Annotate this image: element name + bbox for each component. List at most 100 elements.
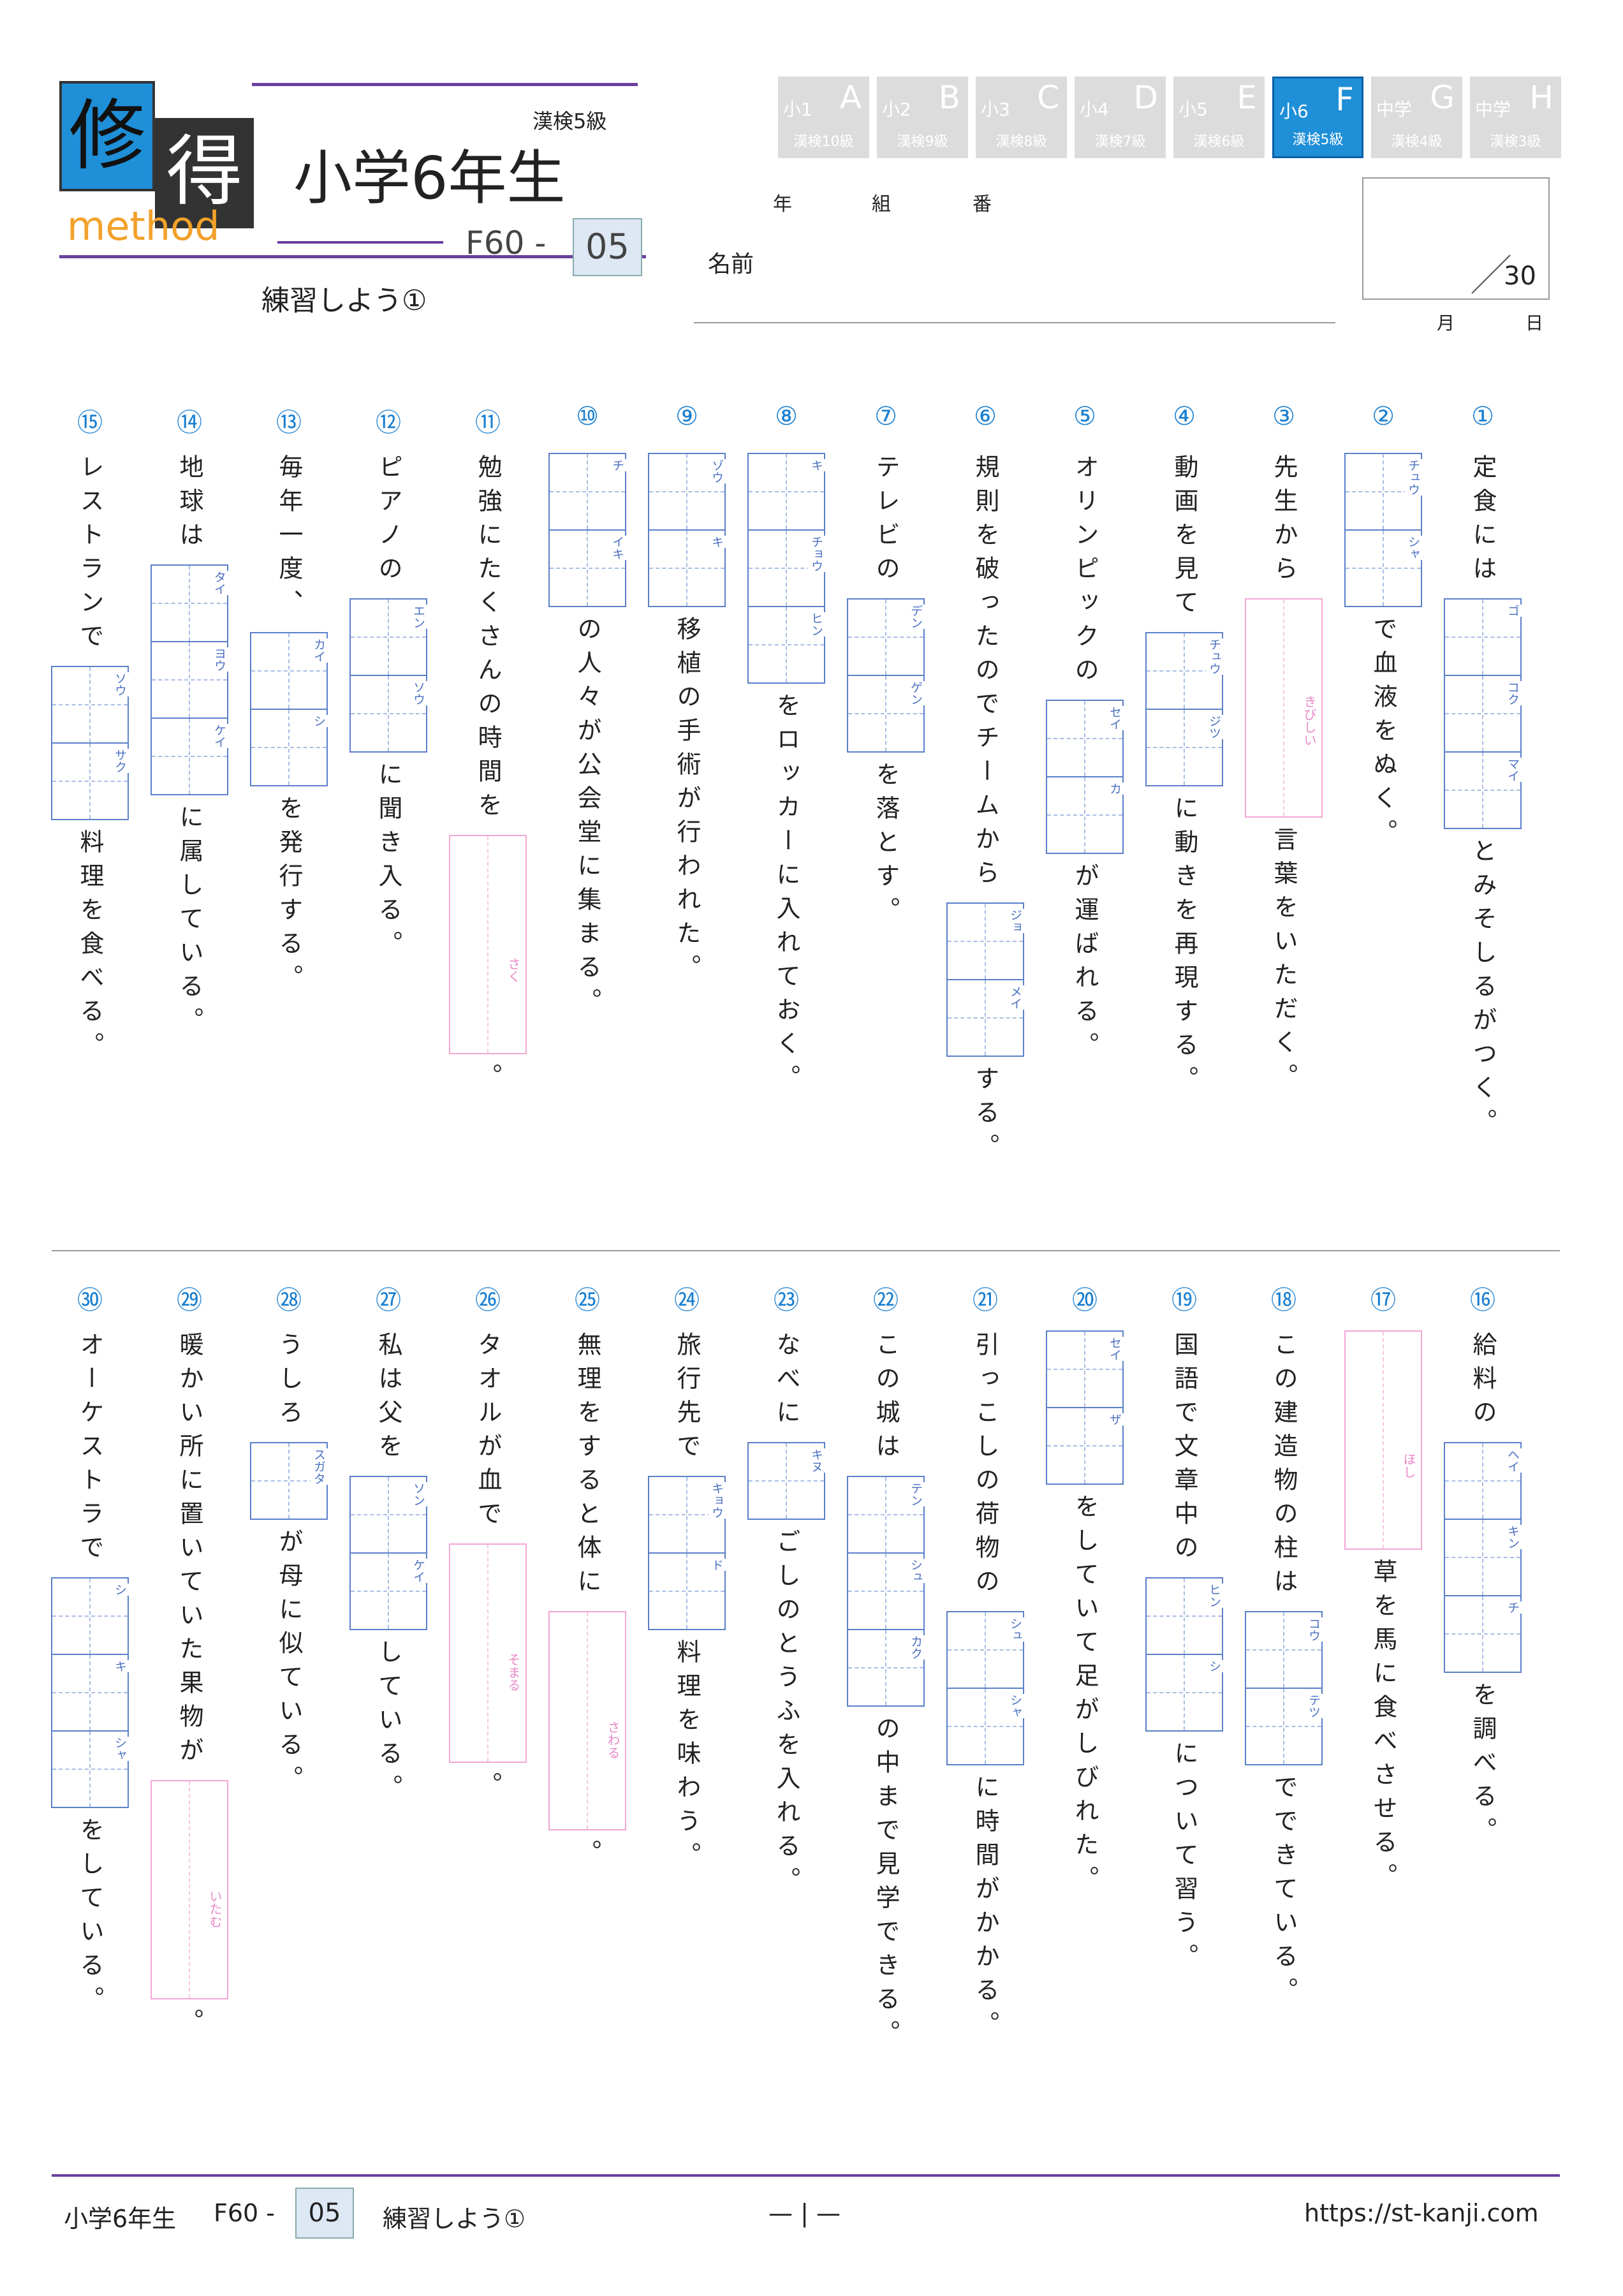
- answer-box: エン ソウ: [349, 598, 427, 753]
- reading: チ: [1504, 1601, 1522, 1614]
- question-number: ㉚: [77, 1286, 103, 1315]
- question-text: 動画を見て: [1170, 454, 1198, 623]
- hint: いたむ: [206, 1890, 224, 1928]
- reading: キ: [112, 1660, 129, 1672]
- answer-cell: カク: [848, 1629, 925, 1705]
- answer-box: ソンケイ: [349, 1476, 427, 1630]
- answer-cell: キ: [52, 1654, 129, 1730]
- hint: さく: [504, 957, 523, 983]
- reading: ゲン: [907, 681, 925, 705]
- reading: イキ: [609, 536, 626, 560]
- score-slash: [1471, 254, 1511, 294]
- answer-cell: シャ: [52, 1730, 129, 1807]
- question-number: ㉕: [575, 1286, 600, 1315]
- question: ⑮ レストランで ソウ サク 料理を食べる。: [40, 402, 140, 1071]
- kanken: 漢検5級: [532, 109, 607, 133]
- answer-cell: カイ: [251, 633, 328, 709]
- answer-cell: ジョ: [948, 904, 1024, 979]
- tab-letter: G: [1430, 79, 1455, 116]
- question: ⑦ テレビの デン ゲン を落とす。: [836, 402, 936, 936]
- question: ① 定食にはゴコク マイ とみそしるがつく。: [1433, 402, 1532, 1147]
- answer-cell: キョウ: [649, 1477, 726, 1552]
- answer-cell: ヘイ: [1445, 1443, 1522, 1519]
- question-number: ㉒: [873, 1286, 899, 1315]
- question: ⑭ 地球は タイ ヨウ ケイ に属している。: [140, 402, 239, 1046]
- answer-cell: コク: [1445, 675, 1522, 751]
- question-text: 料理を食べる。: [76, 829, 104, 1066]
- reading: ジツ: [1206, 715, 1223, 739]
- answer-cell: ソウ: [52, 667, 129, 742]
- question: ④ 動画を見て チュウ ジツ に動きを再現する。: [1135, 402, 1234, 1105]
- question-text: タオルが血で: [474, 1332, 502, 1534]
- reading: メイ: [1007, 985, 1024, 1010]
- reading: ソウ: [112, 672, 129, 696]
- answer-cell: ヒン: [749, 606, 825, 682]
- answer-cell: チ: [550, 454, 626, 529]
- question-text: 引っこしの荷物の: [971, 1332, 999, 1602]
- reading: ソン: [410, 1482, 427, 1506]
- question-text: をしている。: [76, 1817, 104, 2020]
- reading: テツ: [1305, 1694, 1323, 1718]
- question-text: ピアノの: [374, 454, 402, 589]
- question-text: 無理をすると体に: [573, 1332, 601, 1602]
- question-number: ⑦: [874, 402, 897, 431]
- reading: ジョ: [1007, 909, 1024, 933]
- footer-page: — | —: [768, 2199, 841, 2227]
- answer-cell: ケイ: [351, 1552, 427, 1629]
- reading: シ: [112, 1584, 129, 1596]
- year: 年: [773, 193, 792, 216]
- tab-letter: B: [938, 79, 960, 116]
- question-text: している。: [374, 1639, 402, 1808]
- question-text: の人々が公会堂に集まる。: [573, 616, 601, 1022]
- question-text: に時間がかかる。: [971, 1774, 999, 2045]
- tab-grade: 中学: [1376, 99, 1413, 120]
- answer-cell: ヒン: [1147, 1578, 1223, 1654]
- question-text: この城は: [872, 1332, 900, 1467]
- hint: さわる: [604, 1721, 622, 1759]
- answer-cell: デン: [848, 600, 925, 675]
- tab-letter: A: [839, 79, 862, 116]
- reading: キン: [1504, 1525, 1522, 1549]
- question-number: ⑱: [1271, 1286, 1296, 1315]
- question: ⑰ ほし 草を馬に食べさせる。: [1333, 1279, 1433, 1902]
- tab-level: 漢検10級: [793, 134, 854, 150]
- answer-cell: ソン: [351, 1477, 427, 1552]
- tab-grade: 中学: [1475, 99, 1511, 120]
- tab-letter: D: [1133, 79, 1158, 116]
- question-text: テレビの: [872, 454, 900, 589]
- reading: チュウ: [1405, 459, 1422, 496]
- reading: セイ: [1106, 1337, 1124, 1361]
- answer-box: ゾウキ: [648, 453, 726, 607]
- question: ⑱ この建造物の柱は コウ テツ でできている。: [1234, 1279, 1333, 2016]
- question: ⑯ 給料の ヘイ キンチを調べる。: [1433, 1279, 1532, 1856]
- kanji-box: ほし: [1344, 1330, 1422, 1550]
- reading: ゴ: [1504, 605, 1522, 617]
- subtitle: 練習しよう①: [261, 284, 427, 317]
- footer-subtitle: 練習しよう①: [383, 2205, 526, 2233]
- tab-level: 漢検8級: [995, 134, 1047, 150]
- reading: シャ: [112, 1737, 129, 1761]
- question-number: ⑲: [1171, 1286, 1197, 1315]
- divider: [52, 1250, 1560, 1251]
- day: 日: [1525, 313, 1544, 334]
- hint: そまる: [504, 1653, 523, 1691]
- grade-tab: 小2 B 漢検9級: [877, 77, 968, 158]
- reading: シャ: [1405, 536, 1422, 560]
- tab-level: 漢検4級: [1391, 134, 1443, 150]
- reading: ソウ: [410, 681, 427, 705]
- tab-level: 漢検9級: [897, 134, 948, 150]
- question-text: が母に似ている。: [275, 1529, 303, 1799]
- reading: ヘイ: [1504, 1448, 1522, 1473]
- name-label: 名前: [708, 251, 754, 277]
- answer-cell: カ: [1047, 776, 1124, 853]
- question-text: 草を馬に食べさせる。: [1369, 1559, 1397, 1897]
- answer-cell: ケイ: [152, 718, 228, 794]
- question-number: ㉘: [276, 1286, 302, 1315]
- question-text: 定食には: [1469, 454, 1497, 589]
- question-number: ⑪: [475, 408, 501, 438]
- answer-cell: テツ: [1246, 1688, 1323, 1764]
- answer-box: カイシ: [250, 632, 328, 786]
- answer-box: コウ テツ: [1245, 1611, 1323, 1765]
